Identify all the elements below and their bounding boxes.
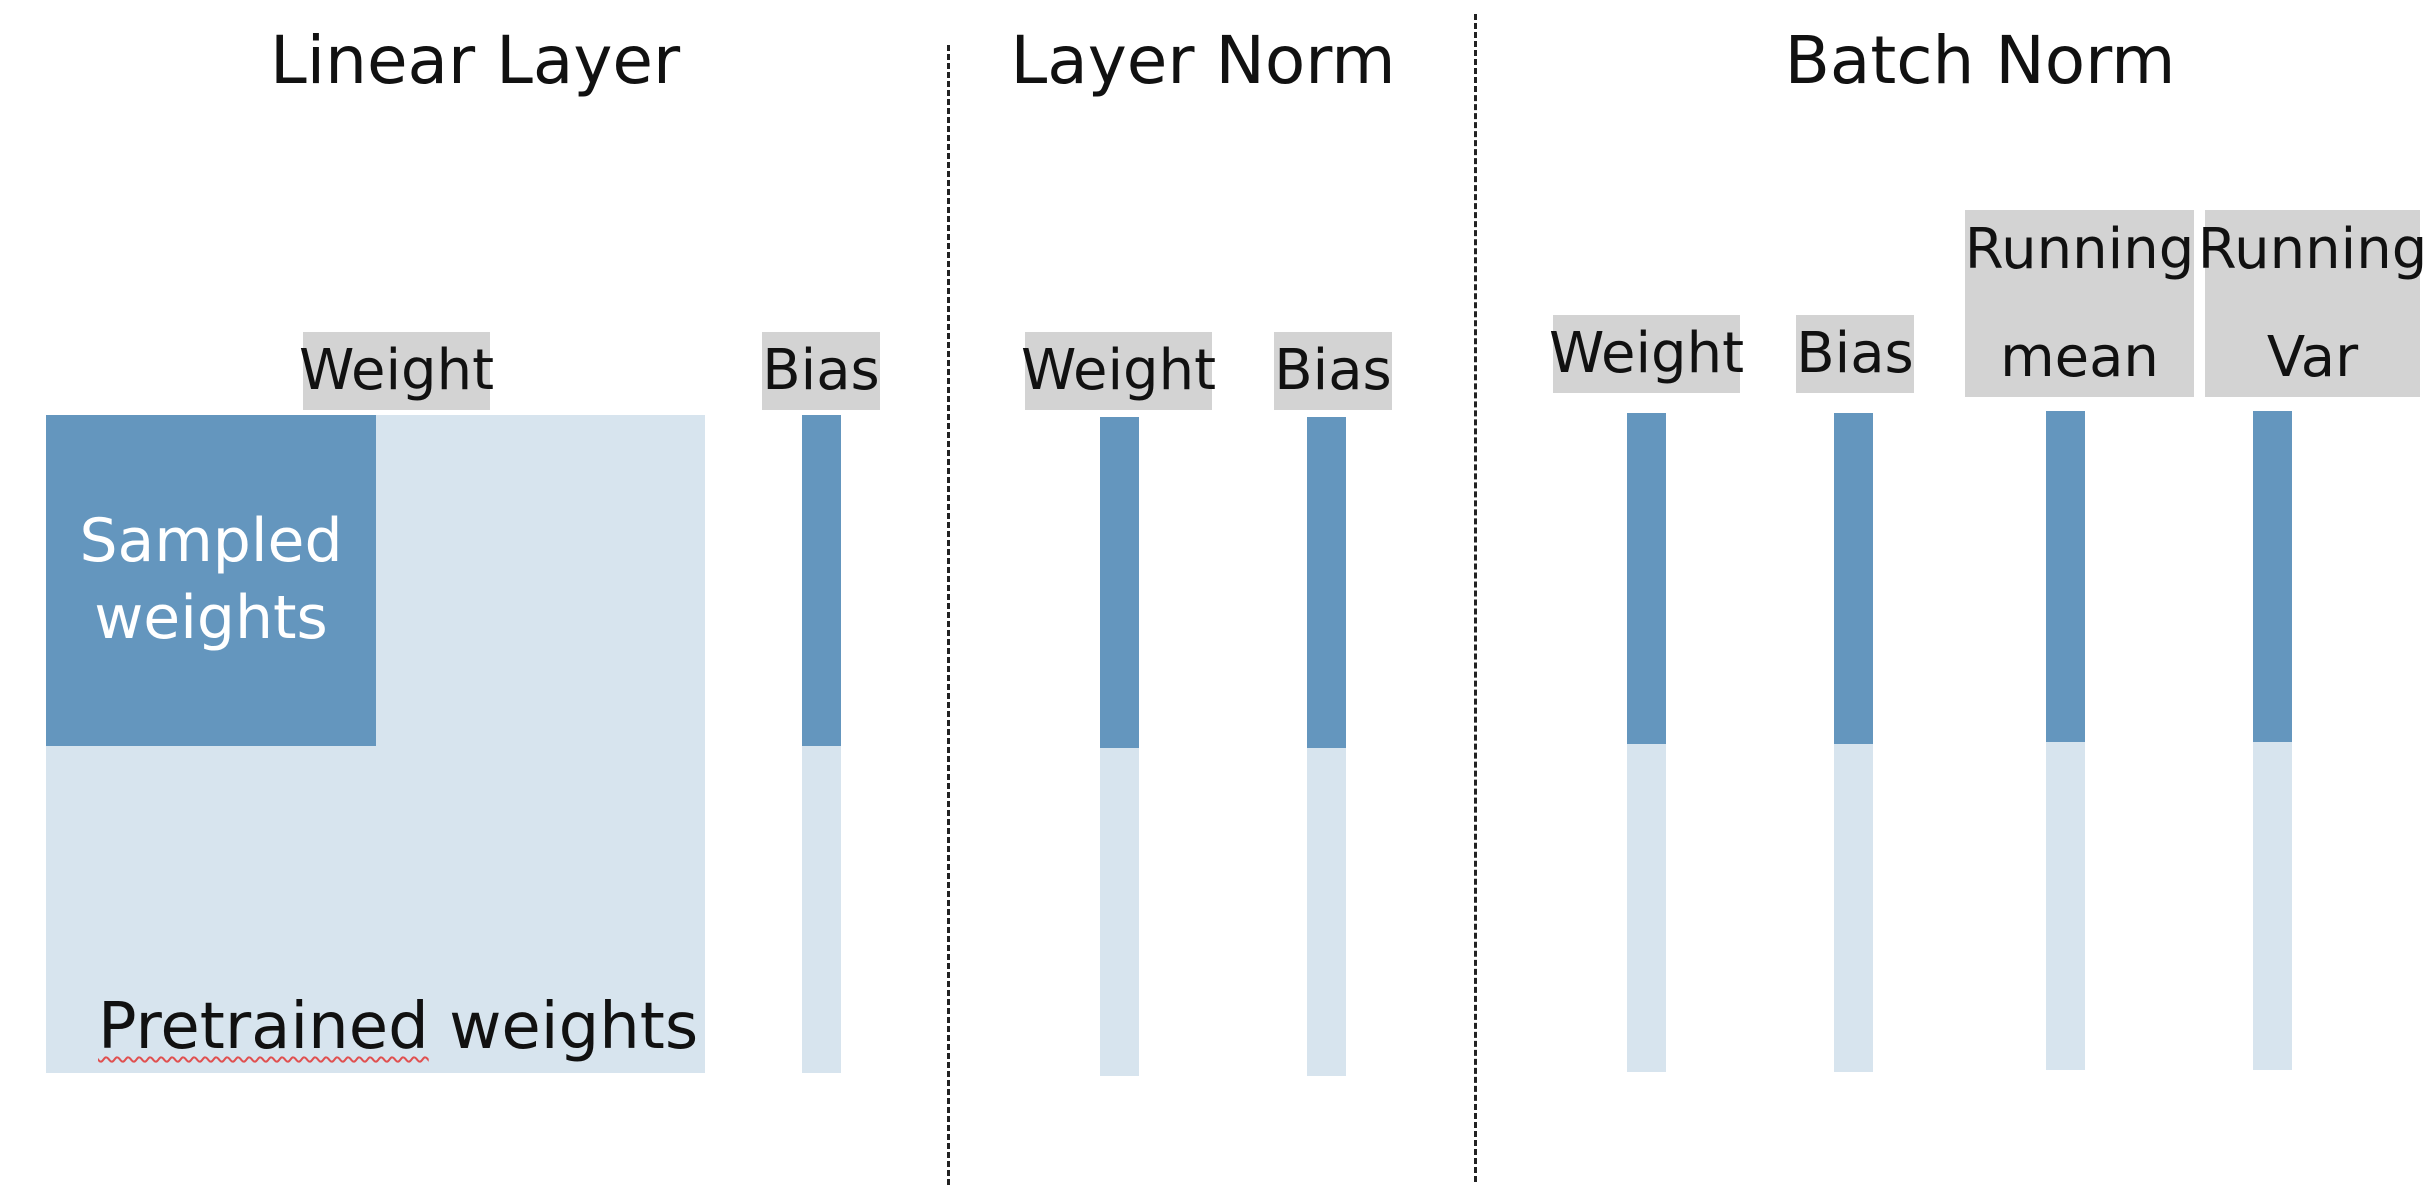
batchnorm-bias-label: Bias <box>1796 315 1914 393</box>
section-divider-1 <box>947 45 950 1185</box>
linear-layer-title: Linear Layer <box>270 22 681 99</box>
pretrained-weights-label: Pretrained weights <box>98 990 699 1064</box>
batchnorm-running-mean-sampled <box>2046 411 2085 742</box>
linear-weight-label: Weight <box>299 332 494 410</box>
layernorm-bias-sampled <box>1307 417 1346 748</box>
sampled-weights-label: Sampled weights <box>79 506 343 653</box>
batchnorm-weight-sampled <box>1627 413 1666 744</box>
section-divider-2 <box>1474 14 1477 1182</box>
batchnorm-bias-sampled <box>1834 413 1873 744</box>
layernorm-weight-label: Weight <box>1021 332 1216 410</box>
layernorm-bias-label: Bias <box>1274 332 1392 410</box>
linear-bias-label: Bias <box>762 332 880 410</box>
linear-bias-sampled <box>802 415 841 746</box>
batchnorm-running-mean-label: Running mean <box>1965 210 2194 397</box>
layer-norm-title: Layer Norm <box>1010 22 1396 99</box>
batchnorm-weight-label: Weight <box>1549 315 1744 393</box>
batch-norm-title: Batch Norm <box>1784 22 2176 99</box>
sampled-weights-block <box>46 415 376 746</box>
batchnorm-running-var-sampled <box>2253 411 2292 742</box>
layernorm-weight-sampled <box>1100 417 1139 748</box>
batchnorm-running-var-label: Running Var <box>2198 210 2427 397</box>
